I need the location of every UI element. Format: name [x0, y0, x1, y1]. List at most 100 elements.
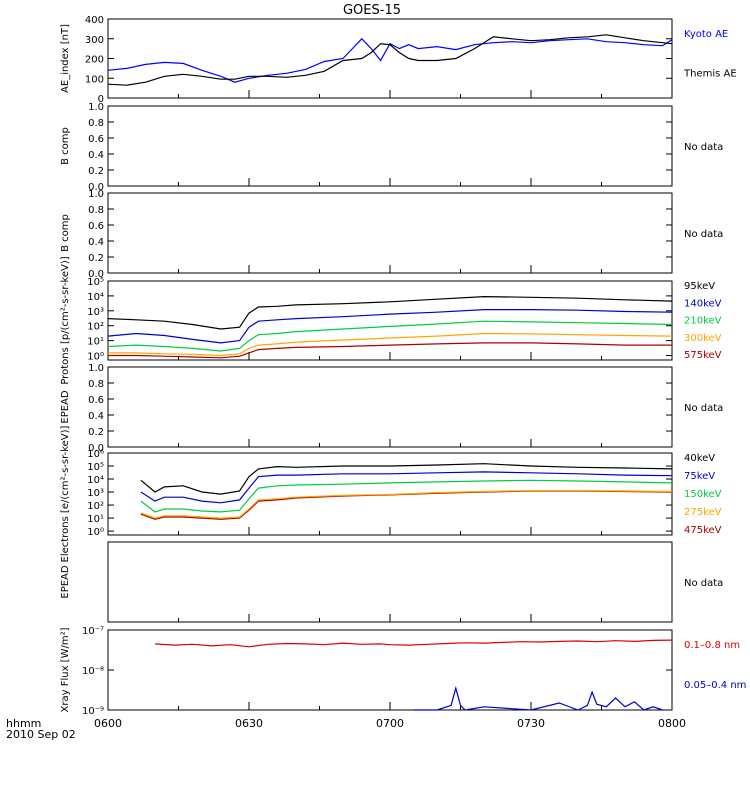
- legend-label: 75keV: [684, 471, 715, 482]
- y-tick-label: 10¹: [87, 514, 104, 525]
- y-tick-label: 200: [85, 55, 104, 66]
- time-axis-unit-label: hhmm: [6, 717, 41, 730]
- y-tick-label: 0.4: [88, 237, 104, 248]
- y-tick-label: 10⁻⁷: [82, 626, 104, 637]
- x-tick-label: 0600: [94, 717, 122, 730]
- series-line-575kev: [108, 342, 672, 359]
- series-line-475kev: [140, 490, 673, 520]
- series-line-kyoto-ae: [107, 37, 673, 83]
- y-tick-label: 0.6: [88, 221, 104, 232]
- panel-frame: [107, 192, 673, 274]
- y-tick-label: 10⁵: [87, 462, 104, 473]
- legend-label: 475keV: [684, 525, 722, 536]
- panel-3: 0.0 0.2 0.4 0.6 0.8 1.0 B comp No data: [60, 189, 723, 280]
- series-line-0-1-0-8-nm: [154, 639, 673, 648]
- no-data-label: No data: [684, 142, 723, 153]
- legend-label: 275keV: [684, 507, 722, 518]
- panel-4: 10⁰ 10¹ 10² 10³ 10⁴ 10⁵ Protons [p/(cm²-s-sr-k…: [60, 256, 722, 384]
- y-tick-label: 10⁰: [87, 352, 104, 363]
- y-tick-label: 10⁻⁹: [82, 706, 104, 717]
- y-axis-title: Xray Flux [W/m²]: [60, 627, 71, 712]
- y-tick-label: 0: [98, 94, 104, 105]
- y-tick-label: 10²: [87, 322, 104, 333]
- y-tick-label: 10³: [87, 307, 104, 318]
- legend-label: Themis AE: [683, 69, 737, 80]
- panel-frame: [107, 366, 673, 448]
- y-axis-title: EPEAD: [60, 565, 71, 599]
- legend-label: 150keV: [684, 489, 722, 500]
- y-axis-title: B comp: [60, 127, 71, 165]
- time-axis-date-label: 2010 Sep 02: [6, 728, 76, 741]
- y-tick-label: 10¹: [87, 337, 104, 348]
- x-tick-label: 0800: [658, 717, 686, 730]
- y-axis-title: EPEAD: [60, 390, 71, 424]
- x-tick-label: 0700: [376, 717, 404, 730]
- panel-frame: [107, 541, 673, 623]
- series-line-275kev: [140, 490, 673, 519]
- legend-label: 575keV: [684, 350, 722, 361]
- panel-8: 10⁻⁷ 10⁻⁸ 10⁻⁹ Xray Flux [W/m²] 0.1–0.8 nm 0.…: [60, 626, 746, 717]
- panel-frame: [107, 105, 673, 187]
- legend-label: 210keV: [684, 316, 722, 327]
- y-tick-label: 0.4: [88, 150, 104, 161]
- y-tick-label: 0.2: [88, 253, 104, 264]
- y-tick-label: 0.8: [88, 379, 104, 390]
- legend-label: Kyoto AE: [684, 29, 728, 40]
- no-data-label: No data: [684, 403, 723, 414]
- legend-label: 300keV: [684, 333, 722, 344]
- panel-1: 0 100 200 300 400 AE_index [nT] Kyoto AE Themis…: [60, 15, 737, 105]
- plot-title: GOES-15: [343, 3, 401, 18]
- y-tick-label: 10⁵: [87, 277, 104, 288]
- legend-label: 0.05–0.4 nm: [684, 680, 746, 691]
- panel-frame: [107, 18, 673, 99]
- y-axis-title: Electrons [e/(cm²-s-sr-keV)]: [60, 425, 71, 562]
- y-axis-title: Protons [p/(cm²-s-sr-keV)]: [60, 256, 71, 384]
- y-tick-label: 0.6: [88, 395, 104, 406]
- legend-label: 140keV: [684, 298, 722, 309]
- series-line-150kev: [140, 479, 673, 513]
- y-tick-label: 10²: [87, 501, 104, 512]
- y-tick-label: 10⁰: [87, 527, 104, 538]
- series-line-300kev: [108, 332, 673, 357]
- y-tick-label: 10⁴: [87, 475, 104, 486]
- series-line-210kev: [107, 320, 673, 352]
- panels: 0 100 200 300 400 AE_index [nT] Kyoto AE Themis…: [60, 15, 746, 717]
- y-tick-label: 0.2: [88, 166, 104, 177]
- y-tick-label: 0.6: [88, 134, 104, 145]
- series-line-0-05-0-4-nm: [413, 685, 663, 711]
- no-data-label: No data: [684, 229, 723, 240]
- legend-label: 40keV: [684, 453, 715, 464]
- y-tick-label: 10³: [87, 488, 104, 499]
- panel-5: 0.0 0.2 0.4 0.6 0.8 1.0 EPEAD No data: [60, 363, 723, 454]
- series-line-75kev: [140, 471, 673, 504]
- y-axis-title: AE_index [nT]: [60, 24, 71, 93]
- series-line-140kev: [107, 309, 673, 344]
- series-line-themis-ae: [107, 34, 673, 86]
- y-tick-label: 0.0: [88, 269, 104, 280]
- y-tick-label: 1.0: [88, 363, 104, 374]
- x-tick-label: 0630: [235, 717, 263, 730]
- y-tick-label: 0.8: [88, 118, 104, 129]
- y-tick-label: 0.8: [88, 205, 104, 216]
- panel-frame: [107, 629, 673, 711]
- x-tick-label: 0730: [517, 717, 545, 730]
- y-axis-title: B comp: [60, 214, 71, 252]
- no-data-label: No data: [684, 578, 723, 589]
- y-tick-label: 0.4: [88, 411, 104, 422]
- y-tick-label: 400: [85, 15, 104, 26]
- legend-label: 95keV: [684, 281, 715, 292]
- y-tick-label: 0.0: [88, 182, 104, 193]
- y-tick-label: 10⁻⁸: [82, 666, 104, 677]
- y-tick-label: 100: [85, 74, 104, 85]
- panel-6: 10⁰ 10¹ 10² 10³ 10⁴ 10⁵ 10⁶ Electrons [e/(cm²-s…: [60, 425, 722, 562]
- y-tick-label: 1.0: [88, 189, 104, 200]
- series-line-40kev: [140, 463, 673, 495]
- legend-label: 0.1–0.8 nm: [684, 640, 740, 651]
- panel-7: EPEAD No data: [60, 541, 723, 623]
- series-line-95kev: [107, 295, 673, 330]
- time-axis: 0600 0630 0700 0730 0800: [94, 717, 686, 730]
- y-tick-label: 300: [85, 35, 104, 46]
- y-tick-label: 0.0: [88, 443, 104, 454]
- panel-2: 0.0 0.2 0.4 0.6 0.8 1.0 B comp No data: [60, 102, 723, 193]
